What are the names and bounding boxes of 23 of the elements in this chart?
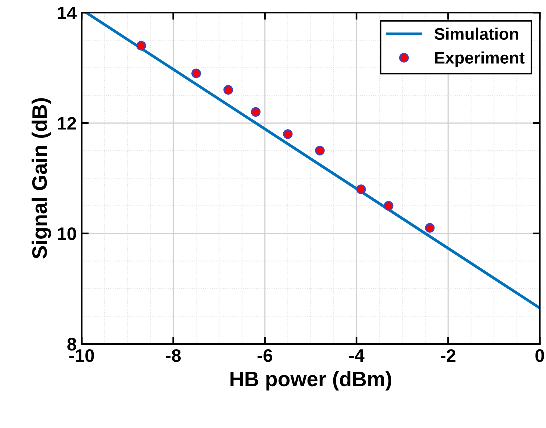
x-tick-label: -6 bbox=[258, 349, 273, 362]
legend-label: Simulation bbox=[434, 28, 518, 40]
point bbox=[192, 68, 202, 78]
point bbox=[315, 146, 325, 156]
y-tick-label: 12 bbox=[58, 117, 76, 130]
x-tick-label: -2 bbox=[441, 349, 456, 362]
y-tick-label: 8 bbox=[68, 338, 76, 351]
point bbox=[136, 41, 146, 51]
point bbox=[356, 184, 366, 194]
point bbox=[251, 107, 261, 118]
y-tick-label: 10 bbox=[58, 228, 76, 240]
x-axis-title: HB power (dBm) bbox=[230, 371, 392, 391]
x-tick-label: -8 bbox=[166, 349, 181, 362]
point bbox=[425, 223, 435, 234]
x-tick-label: 0 bbox=[536, 349, 544, 362]
point bbox=[283, 129, 293, 140]
y-axis-title: Signal Gain (dB) bbox=[32, 98, 52, 259]
point bbox=[384, 201, 394, 211]
legend-label: Experiment bbox=[435, 52, 525, 68]
x-tick-label: -4 bbox=[349, 350, 365, 362]
point bbox=[224, 85, 234, 95]
y-tick-label: 14 bbox=[58, 6, 77, 20]
x-tick-label: -10 bbox=[70, 349, 94, 362]
